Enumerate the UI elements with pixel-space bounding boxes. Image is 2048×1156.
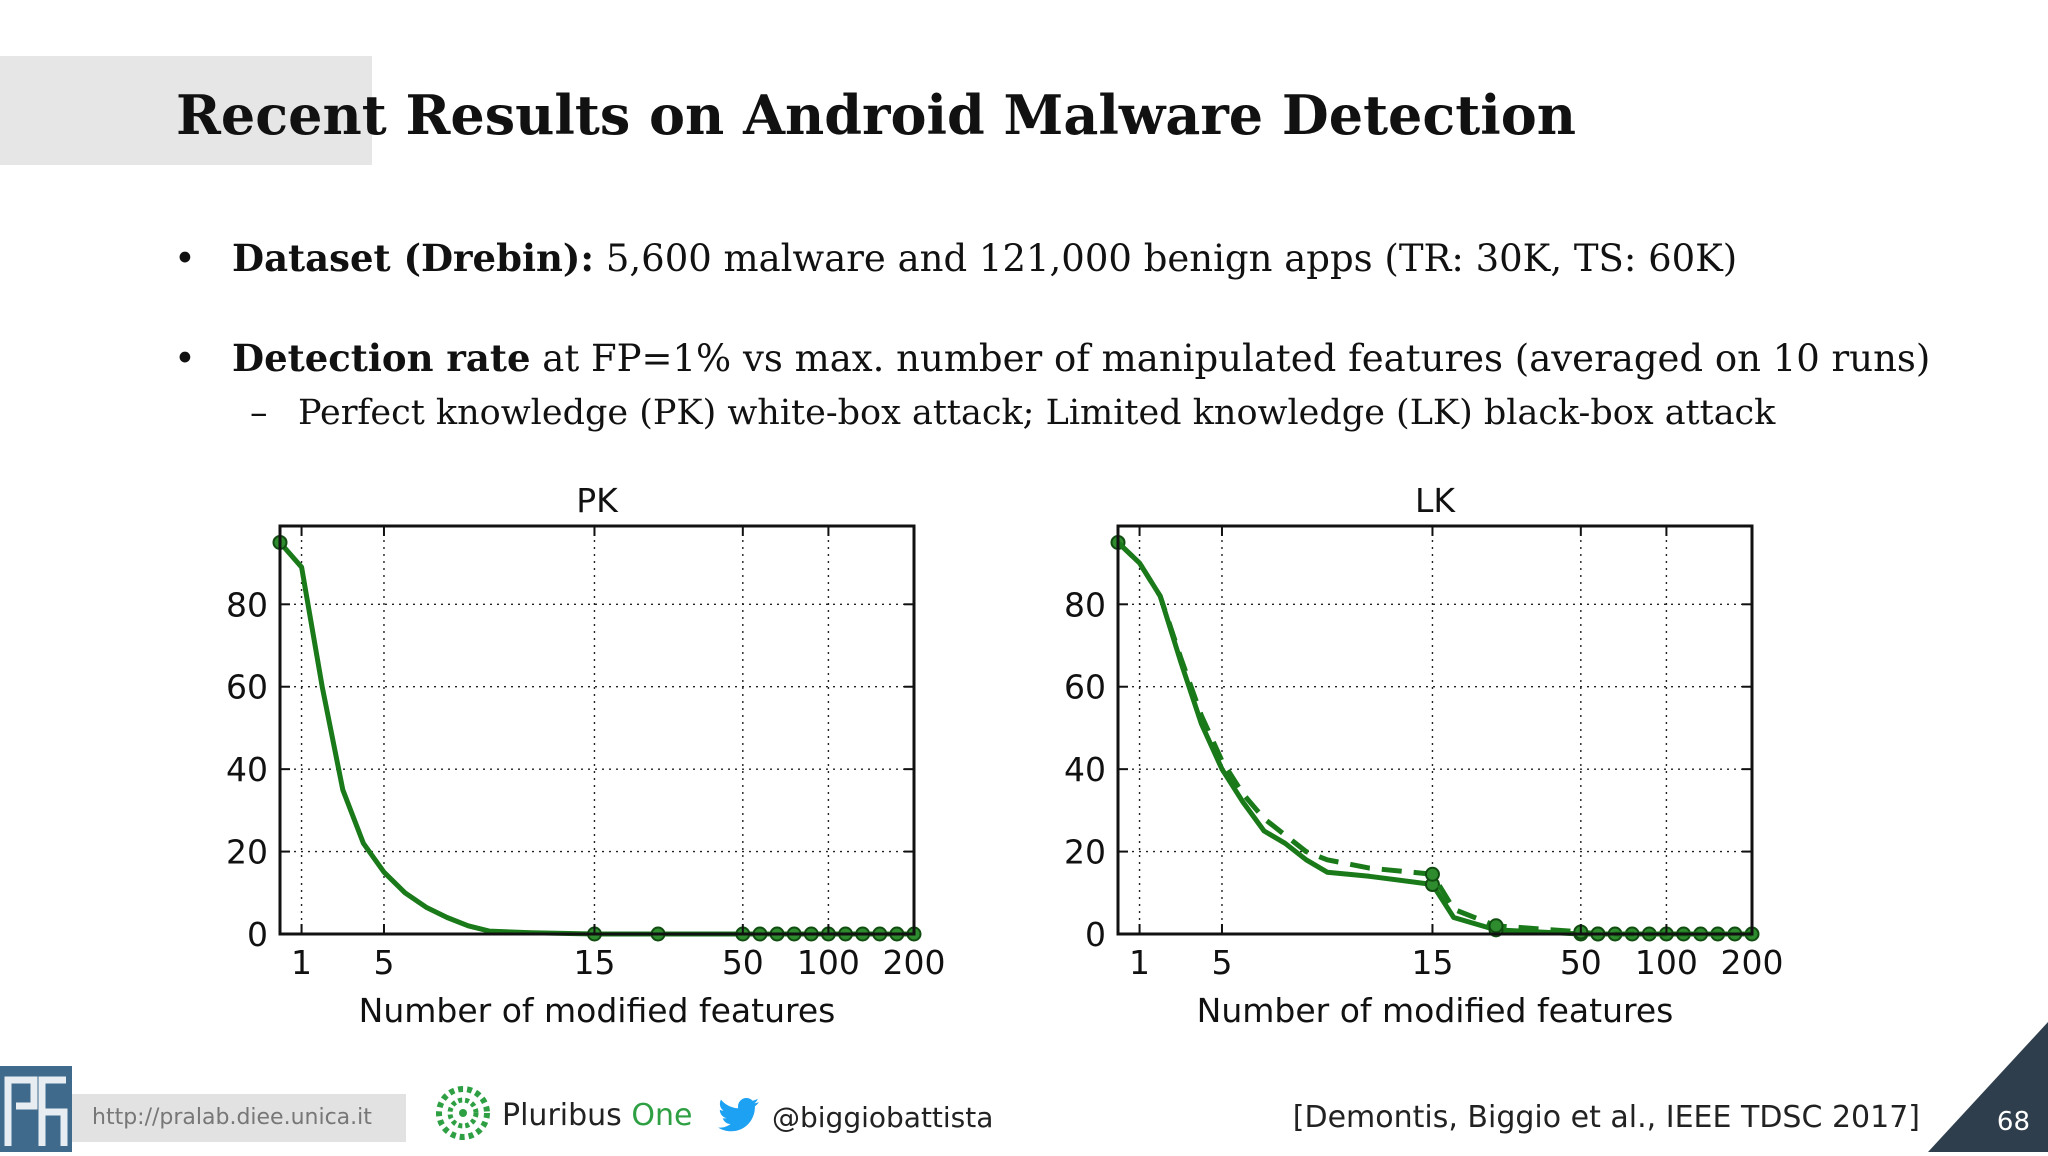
bullet-dataset: • Dataset (Drebin): 5,600 malware and 121… (174, 234, 1737, 283)
pluribus-brand-main: Pluribus (502, 1098, 622, 1133)
x-tick-label: 50 (1560, 943, 1602, 982)
pluribus-one-logo-icon (432, 1082, 494, 1144)
twitter-bird-icon (718, 1098, 760, 1134)
plot-frame (1116, 524, 1754, 936)
bullet-detection-text: at FP=1% vs max. number of manipulated f… (530, 337, 1931, 380)
twitter-handle[interactable]: @biggiobattista (772, 1101, 994, 1134)
y-tick-label: 40 (226, 750, 268, 789)
chart-title: LK (1415, 481, 1456, 520)
series-line-solid (278, 540, 914, 937)
citation: [Demontis, Biggio et al., IEEE TDSC 2017… (1292, 1100, 1920, 1135)
y-tick-label: 60 (1064, 668, 1106, 707)
y-tick-label: 60 (226, 668, 268, 707)
page-number: 68 (1996, 1107, 2030, 1137)
y-tick-label: 80 (226, 585, 268, 624)
y-tick-label: 20 (1064, 833, 1106, 872)
bullet-detection-bold: Detection rate (232, 336, 531, 380)
y-tick-label: 20 (226, 833, 268, 872)
corner-triangle (1928, 1022, 2048, 1152)
chart-lk: 1 5 15 50 100 200 0 20 40 60 80 LK Number of modifie… (1038, 470, 1798, 1030)
sub-bullet-text: Perfect knowledge (PK) white-box attack;… (298, 393, 1776, 433)
sub-bullet: – Perfect knowledge (PK) white-box attack… (250, 390, 1775, 436)
x-tick-label: 50 (722, 943, 764, 982)
chart-title: PK (576, 481, 619, 520)
y-tick-label: 40 (1064, 750, 1106, 789)
x-tick-label: 100 (1635, 943, 1698, 982)
x-axis-label: Number of modified features (359, 991, 836, 1030)
bullet-dataset-text: 5,600 malware and 121,000 benign apps (T… (594, 237, 1738, 280)
data-point-marker (1424, 866, 1440, 882)
bullet-dot: • (174, 337, 196, 380)
pluribus-one-brand: Pluribus One (502, 1096, 692, 1136)
x-tick-label: 200 (1721, 943, 1784, 982)
y-tick-label: 0 (1085, 915, 1106, 954)
pluribus-brand-accent: One (631, 1098, 693, 1133)
bullet-dataset-bold: Dataset (Drebin): (232, 236, 595, 280)
slide-title: Recent Results on Android Malware Detect… (176, 83, 1577, 147)
pralab-url[interactable]: http://pralab.diee.unica.it (72, 1094, 406, 1142)
x-axis-label: Number of modified features (1197, 991, 1674, 1030)
chart-pk: 1 5 15 50 100 200 0 20 40 60 80 PK Number of modifie… (200, 470, 960, 1030)
y-tick-label: 80 (1064, 585, 1106, 624)
bullet-dot: • (174, 237, 196, 280)
x-tick-label: 15 (573, 943, 615, 982)
x-tick-label: 200 (883, 943, 946, 982)
x-tick-label: 5 (373, 943, 394, 982)
title-band (0, 56, 372, 165)
x-tick-label: 15 (1411, 943, 1453, 982)
bullet-detection: • Detection rate at FP=1% vs max. number … (174, 334, 1930, 383)
x-tick-label: 100 (797, 943, 860, 982)
y-tick-label: 0 (247, 915, 268, 954)
pralab-logo-icon (0, 1066, 72, 1152)
data-point-marker (1488, 918, 1504, 934)
x-tick-label: 1 (291, 943, 312, 982)
sub-bullet-dash: – (250, 393, 268, 433)
x-tick-label: 1 (1129, 943, 1150, 982)
x-tick-label: 5 (1211, 943, 1232, 982)
plot-frame (278, 524, 916, 936)
